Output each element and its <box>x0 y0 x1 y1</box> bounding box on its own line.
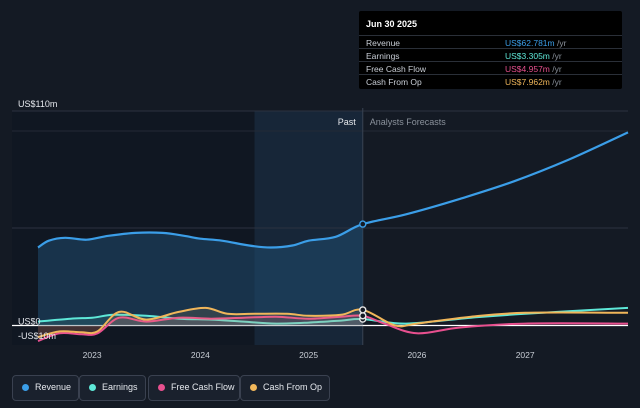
tooltip-unit: /yr <box>552 51 562 61</box>
x-tick-label: 2026 <box>407 350 426 360</box>
legend-label: Earnings <box>102 382 138 392</box>
tooltip-row-free-cash-flow: Free Cash Flow US$4.957m /yr <box>359 61 622 75</box>
tooltip-row-revenue: Revenue US$62.781m /yr <box>359 35 622 49</box>
free-cash-flow-line <box>37 314 629 343</box>
free-cash-flow-marker <box>359 312 367 320</box>
cash-from-op-line <box>37 306 629 339</box>
x-tick-label: 2024 <box>191 350 210 360</box>
revenue-marker <box>359 220 367 228</box>
legend-dot-icon <box>158 384 165 391</box>
legend-dot-icon <box>89 384 96 391</box>
tooltip-label: Earnings <box>366 51 400 61</box>
y-axis-top-label: US$110m <box>18 99 57 109</box>
revenue-area <box>38 224 363 326</box>
tooltip-value: US$62.781m /yr <box>505 38 566 48</box>
tooltip-value: US$7.962m /yr <box>505 77 562 87</box>
legend-label: Cash From Op <box>263 382 323 392</box>
tooltip: Jun 30 2025 Revenue US$62.781m /yr Earni… <box>359 11 622 89</box>
tooltip-row-earnings: Earnings US$3.305m /yr <box>359 48 622 62</box>
legend-item-cash-from-op[interactable]: Cash From Op <box>240 375 330 401</box>
legend-label: Free Cash Flow <box>171 382 235 392</box>
revenue-line <box>37 131 629 249</box>
x-tick-label: 2027 <box>516 350 535 360</box>
forecast-label: Analysts Forecasts <box>370 117 447 127</box>
tooltip-value: US$3.305m /yr <box>505 51 562 61</box>
tooltip-label: Cash From Op <box>366 77 422 87</box>
tooltip-value: US$4.957m /yr <box>505 64 562 74</box>
legend-dot-icon <box>250 384 257 391</box>
tooltip-unit: /yr <box>557 38 567 48</box>
legend-item-earnings[interactable]: Earnings <box>79 375 146 401</box>
tooltip-value-text: US$4.957m <box>505 64 550 74</box>
legend-item-free-cash-flow[interactable]: Free Cash Flow <box>148 375 240 401</box>
tooltip-unit: /yr <box>552 77 562 87</box>
x-tick-label: 2025 <box>299 350 318 360</box>
free-cash-flow-area <box>38 315 363 342</box>
tooltip-row-cash-from-op: Cash From Op US$7.962m /yr <box>359 74 622 88</box>
tooltip-unit: /yr <box>552 64 562 74</box>
tooltip-label: Revenue <box>366 38 401 48</box>
tooltip-label: Free Cash Flow <box>366 64 426 74</box>
y-axis-bottom-label: -US$10m <box>18 331 56 341</box>
legend-item-revenue[interactable]: Revenue <box>12 375 79 401</box>
y-axis-zero-label: US$0 <box>18 317 41 327</box>
cash-from-op-area <box>38 307 363 338</box>
legend-label: Revenue <box>35 382 72 392</box>
cash-from-op-marker <box>359 306 367 314</box>
past-label: Past <box>338 117 357 127</box>
tooltip-date: Jun 30 2025 <box>366 19 418 29</box>
legend-dot-icon <box>22 384 29 391</box>
tooltip-value-text: US$3.305m <box>505 51 550 61</box>
tooltip-value-text: US$62.781m <box>505 38 555 48</box>
tooltip-value-text: US$7.962m <box>505 77 550 87</box>
x-tick-label: 2023 <box>83 350 102 360</box>
